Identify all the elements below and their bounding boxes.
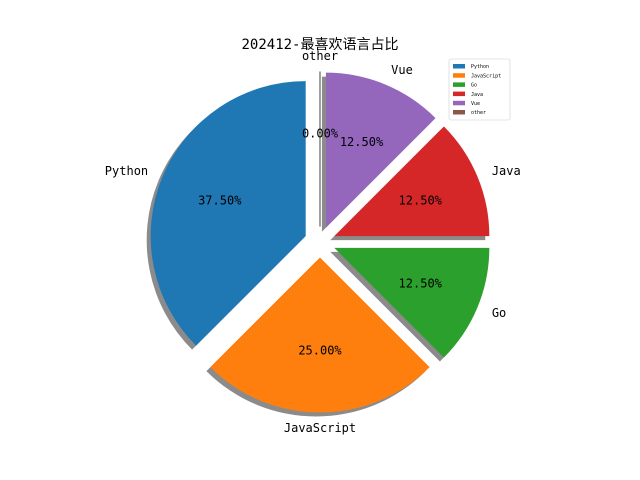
slice-java	[334, 126, 490, 237]
slice-python	[150, 81, 306, 346]
legend-label-vue: Vue	[471, 101, 480, 107]
legend-swatch-javascript	[453, 73, 465, 78]
legend-swatch-java	[453, 91, 465, 97]
legend: Python JavaScript Go Java Vue other	[448, 58, 511, 121]
slice-label-vue: Vue	[391, 63, 413, 77]
legend-swatch-go	[453, 82, 465, 87]
slice-pct-python: 37.50%	[198, 193, 242, 207]
slice-javascript	[210, 257, 430, 413]
legend-label-python: Python	[471, 64, 489, 70]
wedge-layer	[150, 72, 490, 413]
slice-pct-other: 0.00%	[302, 127, 339, 141]
slice-pct-javascript: 25.00%	[298, 344, 342, 358]
legend-swatch-other	[453, 110, 465, 115]
legend-label-java: Java	[471, 92, 483, 98]
slice-pct-vue: 12.50%	[340, 135, 384, 149]
slice-pct-go: 12.50%	[399, 277, 443, 291]
legend-swatch-vue	[453, 100, 465, 106]
label-layer: Python 37.50% JavaScript 25.00% Go 12.50% Java…	[105, 49, 521, 435]
slice-label-python: Python	[105, 164, 148, 178]
slice-go	[334, 247, 490, 358]
legend-label-go: Go	[471, 83, 477, 89]
slice-vue	[325, 72, 436, 228]
slice-label-javascript: JavaScript	[284, 421, 356, 435]
legend-swatch-python	[453, 64, 465, 69]
slice-pct-java: 12.50%	[399, 193, 443, 207]
chart-title: 202412-最喜欢语言占比	[241, 37, 398, 53]
legend-label-other: other	[471, 110, 486, 116]
slice-label-other: other	[302, 49, 338, 63]
slice-label-go: Go	[492, 306, 506, 320]
slice-label-java: Java	[492, 164, 521, 178]
legend-label-javascript: JavaScript	[471, 73, 501, 79]
